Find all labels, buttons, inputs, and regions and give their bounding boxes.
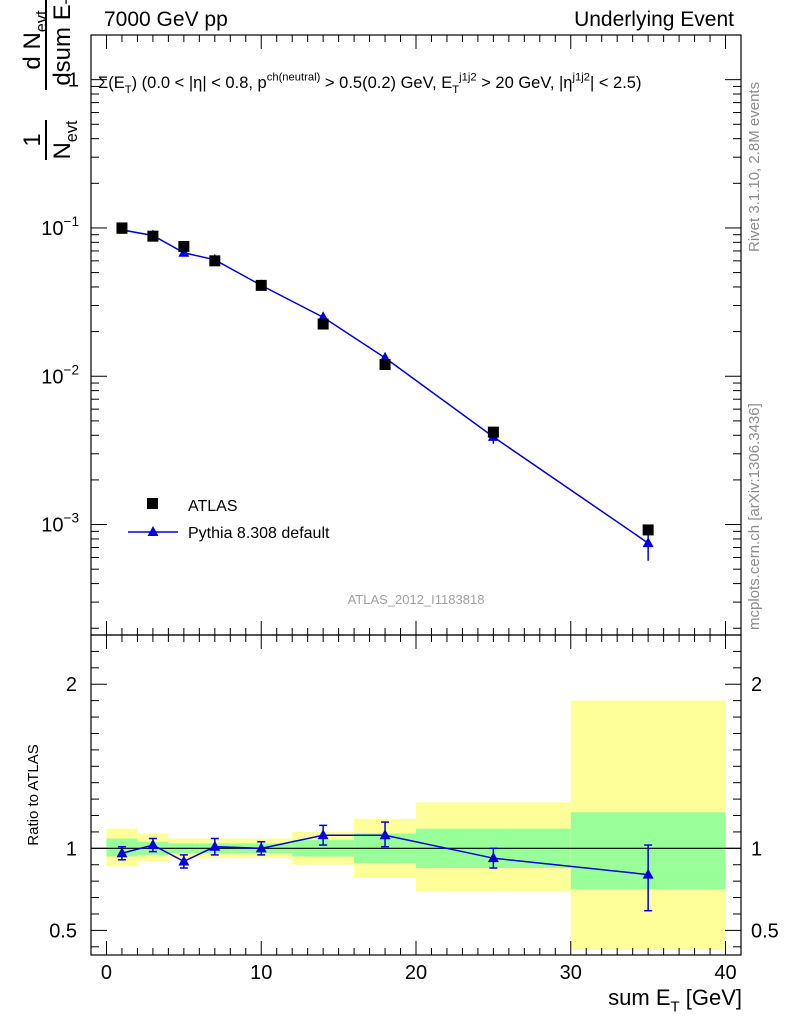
- ratio-point: [487, 852, 499, 863]
- ylabel-part: dsum ET​: [49, 0, 81, 86]
- ratio-xtick-label: 0: [101, 962, 112, 984]
- main-ytick-label: 10−1​: [41, 214, 79, 240]
- ratio-point: [209, 840, 221, 851]
- ratio-point: [379, 829, 391, 840]
- ratio-point: [642, 868, 654, 879]
- ratio-point: [255, 842, 267, 853]
- atlas-point: [116, 222, 128, 234]
- header-left: 7000 GeV pp: [104, 8, 228, 31]
- main-ytick-label: 10−2​: [41, 362, 79, 388]
- atlas-point: [147, 230, 159, 242]
- main-ytick-label: 10−3​: [41, 511, 79, 537]
- cut-description: Σ(ET​) (0.0 < |η| < 0.8, pch(neutral)​ >…: [98, 72, 641, 96]
- main-ytick-label: 1: [68, 70, 79, 92]
- pythia-point: [642, 537, 654, 548]
- legend-pythia-label: Pythia 8.308 default: [188, 525, 330, 542]
- atlas-point: [487, 426, 499, 438]
- ylabel-part: 1: [19, 133, 46, 146]
- ratio-ylabel-text: Ratio to ATLAS: [25, 744, 42, 845]
- legend-atlas-marker: [147, 498, 158, 509]
- ratio-point: [317, 829, 329, 840]
- header-right: Underlying Event: [574, 8, 734, 31]
- ratio-ytick-label-left: 1: [66, 838, 77, 860]
- atlas-point: [255, 279, 267, 291]
- atlas-point: [178, 240, 190, 252]
- analysis-watermark: ATLAS_2012_I1183818: [348, 592, 485, 607]
- ratio-xtick-label: 20: [405, 962, 427, 984]
- atlas-point: [317, 318, 329, 330]
- ratio-ytick-label-left: 0.5: [49, 920, 77, 942]
- ratio-point: [178, 855, 190, 866]
- main-ylabel: 1d Nevt​Nevt​dsum ET​[GeV-1​]: [19, 0, 81, 160]
- ylabel-part: Nevt​: [49, 120, 81, 160]
- ratio-ytick-label-right: 1: [751, 838, 762, 860]
- ratio-ytick-label-right: 0.5: [751, 920, 779, 942]
- ratio-ylabel: Ratio to ATLAS: [25, 744, 42, 845]
- legend-atlas-label: ATLAS: [188, 498, 238, 515]
- atlas-point: [379, 359, 391, 371]
- atlas-point: [209, 255, 221, 267]
- ratio-xlabel: sum ET​ [GeV]: [608, 985, 742, 1016]
- ratio-xtick-label: 10: [250, 962, 272, 984]
- ylabel-part: d Nevt​: [19, 10, 51, 70]
- main-panel: 10−3​ 10−2​ 10−1​ 1 ATLAS_2012_I1183818 Σ(ET​…: [19, 0, 742, 636]
- pythia-line: [121, 229, 649, 544]
- ratio-ytick-label-left: 2: [66, 674, 77, 696]
- ratio-frame: [90, 634, 742, 956]
- ratio-point: [116, 847, 128, 858]
- ratio-xtick-label: 40: [714, 962, 736, 984]
- atlas-point: [642, 524, 654, 536]
- legend-pythia-marker: [147, 526, 159, 536]
- ratio-point: [147, 839, 159, 850]
- ratio-xtick-label: 30: [560, 962, 582, 984]
- main-frame: [90, 34, 742, 636]
- ratio-ytick-label-right: 2: [751, 674, 762, 696]
